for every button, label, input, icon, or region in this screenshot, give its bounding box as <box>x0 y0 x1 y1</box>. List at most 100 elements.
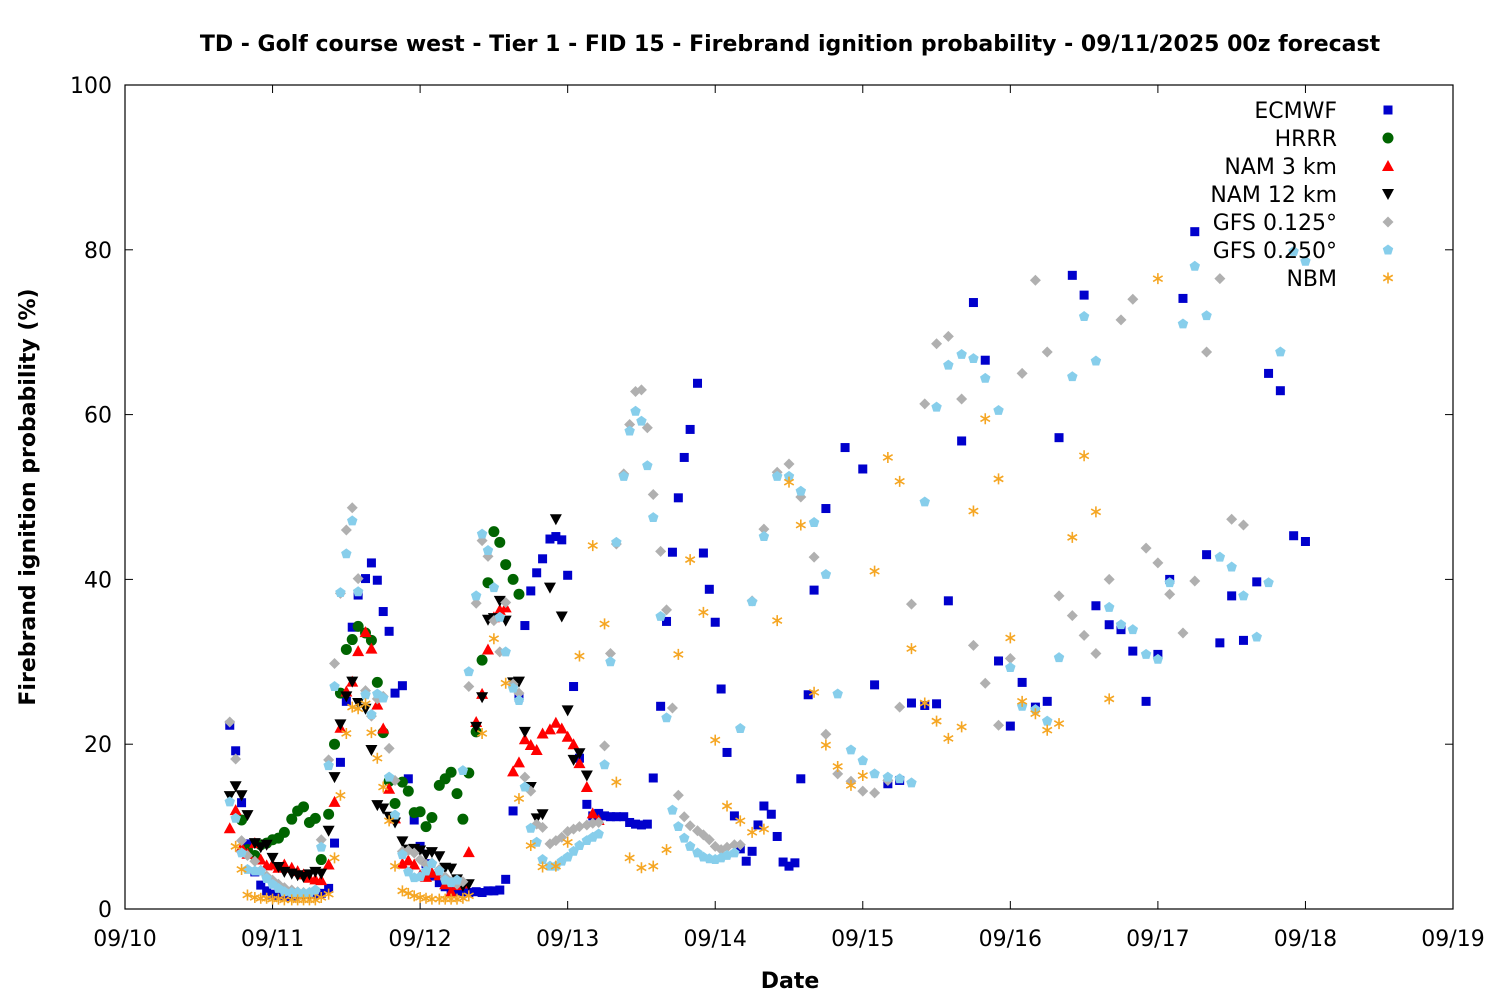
data-point <box>710 617 720 627</box>
data-point <box>397 885 408 897</box>
data-point <box>457 765 469 776</box>
data-point <box>366 727 377 739</box>
data-point <box>525 840 536 852</box>
data-point <box>1127 293 1139 305</box>
data-point <box>1090 355 1102 366</box>
data-point <box>1115 619 1127 630</box>
data-point <box>636 820 646 830</box>
data-point <box>624 852 635 864</box>
data-point <box>1227 591 1237 601</box>
data-point <box>593 816 605 828</box>
data-point <box>322 858 335 870</box>
data-point <box>397 681 407 691</box>
data-point <box>1140 648 1152 659</box>
data-point <box>483 886 493 896</box>
data-point <box>457 813 469 825</box>
data-point <box>594 808 604 818</box>
data-point <box>230 753 242 765</box>
data-point <box>832 760 843 772</box>
data-point <box>378 607 388 617</box>
data-point <box>1090 648 1102 660</box>
data-point <box>1104 620 1114 630</box>
data-point <box>532 568 542 578</box>
data-point <box>698 548 708 558</box>
data-point <box>524 739 537 751</box>
data-point <box>384 626 394 636</box>
legend-marker <box>1382 160 1394 171</box>
data-point <box>832 768 844 780</box>
data-point <box>869 565 880 577</box>
data-point <box>402 785 414 797</box>
data-point <box>340 691 353 703</box>
data-point <box>396 836 409 848</box>
data-point <box>366 709 377 719</box>
data-point <box>968 298 978 308</box>
data-point <box>932 699 942 709</box>
data-point <box>329 852 340 864</box>
data-point <box>329 657 341 669</box>
data-point <box>587 540 598 552</box>
data-point <box>549 514 562 526</box>
data-point <box>741 856 751 866</box>
data-point <box>230 840 241 852</box>
data-point <box>1189 260 1201 271</box>
data-point <box>574 650 585 662</box>
data-point <box>537 861 548 873</box>
data-point <box>840 443 850 453</box>
data-point <box>1214 551 1226 562</box>
data-point <box>310 894 321 906</box>
data-point <box>451 874 463 885</box>
data-point <box>894 701 906 713</box>
data-point <box>611 812 621 822</box>
data-point <box>1300 255 1311 266</box>
data-point <box>334 719 347 731</box>
data-point <box>403 866 414 877</box>
data-point <box>1104 693 1115 705</box>
data-point <box>1091 601 1101 611</box>
data-point <box>520 621 530 631</box>
data-point <box>758 531 770 541</box>
data-point <box>1201 346 1213 358</box>
y-tick-label: 80 <box>84 239 112 264</box>
data-point <box>567 754 580 766</box>
x-tick-label: 09/16 <box>979 927 1042 952</box>
data-point <box>372 575 382 585</box>
data-point <box>1078 629 1090 641</box>
data-point <box>402 854 415 866</box>
data-point <box>1116 625 1126 635</box>
data-point <box>266 852 279 864</box>
data-point <box>1152 653 1164 664</box>
data-point <box>766 809 776 819</box>
data-point <box>1275 386 1285 396</box>
data-point <box>882 771 894 782</box>
data-point <box>1042 696 1052 706</box>
legend-label: NAM 12 km <box>1210 183 1337 208</box>
data-point <box>500 677 511 689</box>
data-point <box>488 633 500 645</box>
data-point <box>655 610 666 621</box>
data-point <box>543 582 556 594</box>
data-point <box>858 464 868 474</box>
data-point <box>323 760 334 771</box>
data-point <box>722 747 732 757</box>
plot-frame <box>124 84 1454 910</box>
data-point <box>236 847 247 858</box>
data-point <box>784 861 794 871</box>
data-point <box>537 854 548 865</box>
data-point <box>519 771 531 783</box>
data-point <box>1016 367 1028 379</box>
data-point <box>906 777 917 788</box>
data-point <box>1263 577 1274 588</box>
data-point <box>624 425 635 436</box>
x-axis-ticks: 09/10 09/11 09/12 09/13 09/14 09/15 09/16 09/17… <box>93 85 1485 952</box>
data-point <box>371 676 383 688</box>
data-point <box>396 857 409 869</box>
series-nbm <box>230 273 1164 906</box>
chart-title: TD - Golf course west - Tier 1 - FID 15 … <box>200 32 1381 57</box>
data-point <box>298 801 310 813</box>
legend-label: GFS 0.250° <box>1213 239 1337 264</box>
data-point <box>704 584 714 594</box>
data-point <box>242 839 252 849</box>
